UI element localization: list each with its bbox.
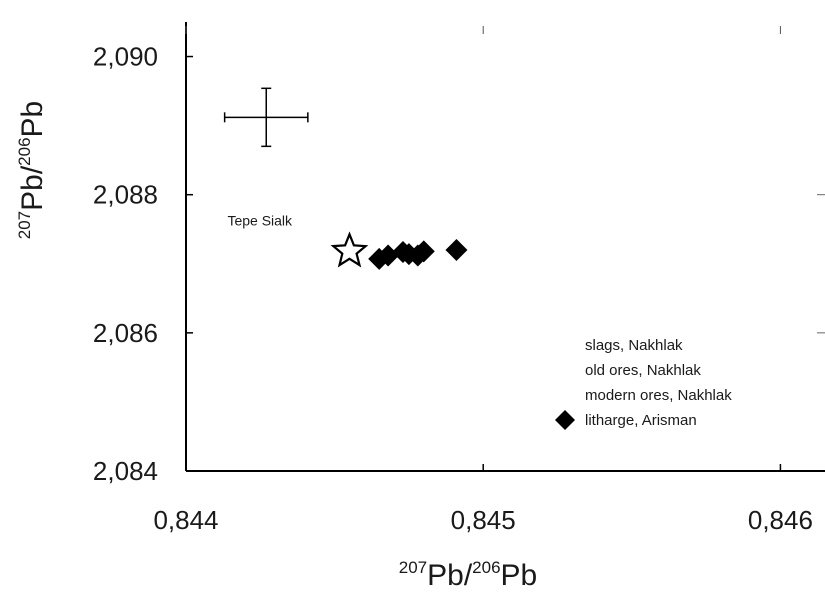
y-axis-title: 207Pb/206Pb	[15, 101, 49, 240]
legend-label: modern ores, Nakhlak	[585, 387, 732, 404]
axis-ticks	[185, 26, 825, 472]
data-point	[445, 238, 468, 261]
data-point	[377, 244, 400, 267]
plot-frame	[185, 22, 825, 472]
legend-label: litharge, Arisman	[585, 412, 697, 429]
x-axis-title: 207Pb/206Pb	[399, 558, 538, 592]
y-tick-label: 2,090	[93, 42, 158, 72]
y-tick-label: 2,088	[93, 180, 158, 210]
legend-label: old ores, Nakhlak	[585, 362, 701, 379]
error-bar	[223, 87, 309, 148]
data-points	[330, 231, 468, 270]
y-tick-label: 2,084	[93, 456, 158, 486]
star-marker	[330, 231, 369, 268]
x-tick-label: 0,846	[748, 505, 813, 535]
tick-labels: 0,844 0,845 0,846 2,084 2,086 2,088 2,090	[93, 42, 813, 535]
y-tick-label: 2,086	[93, 318, 158, 348]
legend-marker-diamond	[555, 410, 575, 430]
x-tick-label: 0,845	[451, 505, 516, 535]
data-point	[412, 240, 435, 263]
legend-label: slags, Nakhlak	[585, 337, 683, 354]
tepe-sialk-label: Tepe Sialk	[227, 212, 293, 228]
legend: slags, Nakhlak old ores, Nakhlak modern or…	[555, 337, 732, 430]
x-tick-label: 0,844	[153, 505, 218, 535]
